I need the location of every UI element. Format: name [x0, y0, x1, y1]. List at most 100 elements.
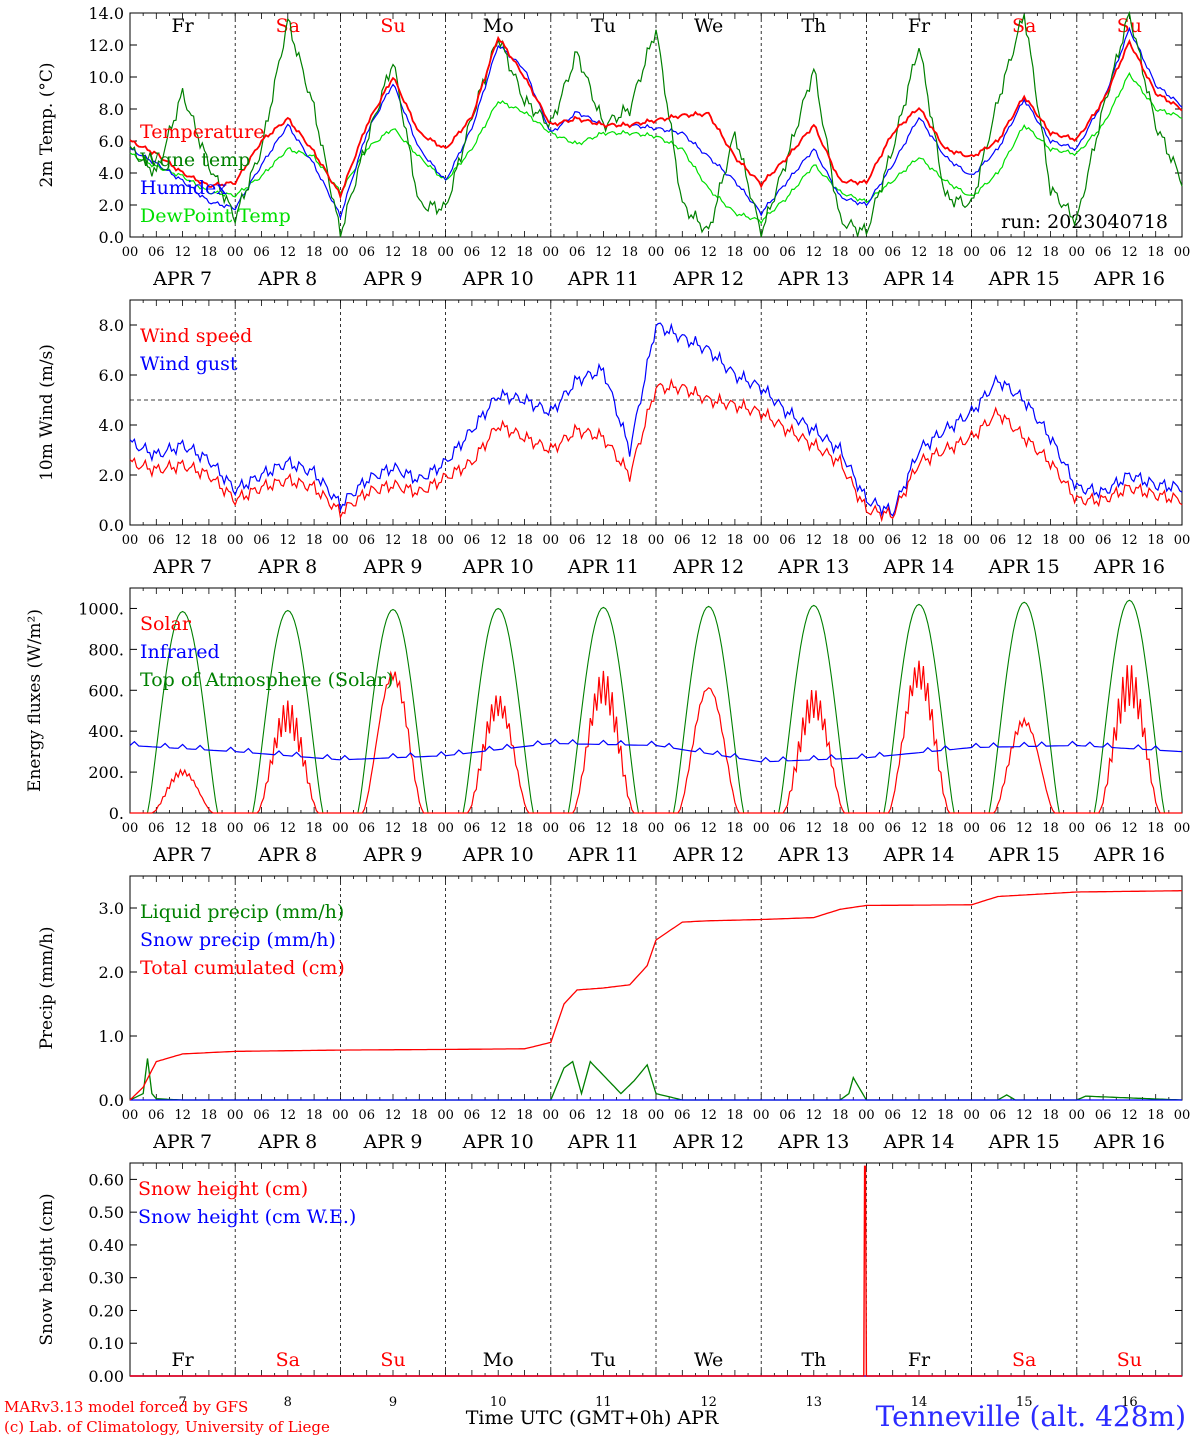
day-label: APR 12: [672, 1131, 744, 1153]
y-tick-label: 0.20: [88, 1301, 124, 1320]
hour-tick-label: 00: [1174, 245, 1191, 260]
legend-entry: Wgne temp: [140, 149, 250, 171]
hour-tick-label: 18: [1042, 245, 1059, 260]
hour-tick-label: 18: [516, 821, 533, 836]
hour-tick-label: 00: [332, 533, 349, 548]
hour-tick-label: 18: [201, 821, 218, 836]
y-tick-label: 12.0: [88, 36, 124, 55]
hour-tick-label: 18: [1042, 1108, 1059, 1123]
day-number-label: 16: [1121, 1395, 1138, 1410]
hour-tick-label: 00: [963, 245, 980, 260]
weekday-label: Fr: [171, 1349, 194, 1371]
hour-tick-label: 12: [806, 533, 823, 548]
hour-tick-label: 06: [464, 821, 481, 836]
hour-tick-label: 12: [1016, 245, 1033, 260]
hour-tick-label: 12: [911, 1108, 928, 1123]
hour-tick-label: 12: [490, 1108, 507, 1123]
hour-tick-label: 00: [1069, 821, 1086, 836]
hour-tick-label: 00: [122, 1108, 139, 1123]
time-axis-title: Time UTC (GMT+0h) APR: [466, 1407, 719, 1429]
y-tick-label: 0.10: [88, 1334, 124, 1353]
day-label: APR 11: [567, 268, 639, 290]
day-label: APR 15: [988, 844, 1060, 866]
y-tick-label: 0.00: [88, 1367, 124, 1386]
legend-entry: Snow height (cm W.E.): [138, 1206, 356, 1228]
hour-tick-label: 18: [832, 821, 849, 836]
y-tick-label: 2.0: [99, 196, 124, 215]
y-tick-label: 0.0: [99, 228, 124, 247]
y-tick-label: 10.0: [88, 68, 124, 87]
hour-tick-label: 12: [806, 821, 823, 836]
y-tick-label: 4.0: [99, 164, 124, 183]
hour-tick-label: 00: [543, 821, 560, 836]
hour-tick-label: 00: [543, 245, 560, 260]
hour-tick-label: 00: [227, 245, 244, 260]
hour-tick-label: 06: [253, 533, 270, 548]
weekday-label: Mo: [483, 1349, 514, 1371]
day-number-label: 7: [178, 1395, 186, 1410]
legend-entry: Wind gust: [140, 353, 238, 375]
hour-tick-label: 12: [595, 821, 612, 836]
weekday-label: Fr: [171, 15, 194, 37]
hour-tick-label: 00: [858, 245, 875, 260]
plot-frame: [129, 587, 1183, 814]
hour-tick-label: 06: [779, 245, 796, 260]
hour-tick-label: 00: [122, 533, 139, 548]
hour-tick-label: 06: [569, 245, 586, 260]
hour-tick-label: 06: [358, 245, 375, 260]
hour-tick-label: 00: [122, 821, 139, 836]
weekday-label: Su: [1117, 1349, 1142, 1371]
hour-tick-label: 06: [884, 821, 901, 836]
legend-entry: Solar: [140, 613, 192, 635]
hour-tick-label: 12: [490, 533, 507, 548]
weekday-label: Sa: [1012, 1349, 1036, 1371]
hour-tick-label: 18: [832, 533, 849, 548]
legend-entry: Humidex: [140, 177, 227, 199]
day-label: APR 14: [882, 844, 954, 866]
day-label: APR 13: [777, 1131, 849, 1153]
series-dewpoint-temp: [129, 71, 1183, 225]
hour-tick-label: 18: [937, 821, 954, 836]
weekday-label: We: [694, 15, 723, 37]
hour-tick-label: 18: [727, 533, 744, 548]
day-number-label: 14: [911, 1395, 928, 1410]
y-axis-label: Snow height (cm): [37, 1193, 57, 1345]
hour-tick-label: 06: [358, 1108, 375, 1123]
y-tick-label: 1.0: [99, 1027, 124, 1046]
hour-tick-label: 00: [1069, 1108, 1086, 1123]
y-tick-label: 0.40: [88, 1236, 124, 1255]
hour-tick-label: 06: [253, 245, 270, 260]
legend-entry: Temperature: [140, 121, 264, 143]
weekday-label: Sa: [276, 15, 300, 37]
hour-tick-label: 00: [858, 533, 875, 548]
hour-tick-label: 18: [411, 533, 428, 548]
y-tick-label: 0.0: [99, 1091, 124, 1110]
location-title: Tenneville (alt. 428m): [875, 1400, 1186, 1433]
weekday-label: We: [694, 1349, 723, 1371]
y-tick-label: 4.0: [99, 416, 124, 435]
series-wind-speed: [129, 377, 1183, 523]
day-label: APR 9: [363, 268, 423, 290]
hour-tick-label: 06: [569, 1108, 586, 1123]
hour-tick-label: 12: [700, 533, 717, 548]
hour-tick-label: 06: [464, 245, 481, 260]
hour-tick-label: 06: [674, 245, 691, 260]
hour-tick-label: 12: [174, 533, 191, 548]
lab-credit: (c) Lab. of Climatology, University of L…: [4, 1418, 330, 1436]
hour-tick-label: 06: [148, 533, 165, 548]
day-label: APR 14: [882, 1131, 954, 1153]
model-credit: MARv3.13 model forced by GFS: [4, 1398, 249, 1416]
hour-tick-label: 18: [937, 1108, 954, 1123]
hour-tick-label: 12: [806, 245, 823, 260]
hour-tick-label: 18: [621, 533, 638, 548]
day-label: APR 9: [363, 1131, 423, 1153]
hour-tick-label: 18: [201, 245, 218, 260]
hour-tick-label: 06: [990, 533, 1007, 548]
hour-tick-label: 00: [332, 1108, 349, 1123]
day-number-label: 15: [1016, 1395, 1033, 1410]
hour-tick-label: 00: [437, 1108, 454, 1123]
hour-tick-label: 18: [306, 1108, 323, 1123]
day-number-label: 12: [700, 1395, 717, 1410]
weekday-label: Th: [801, 1349, 826, 1371]
